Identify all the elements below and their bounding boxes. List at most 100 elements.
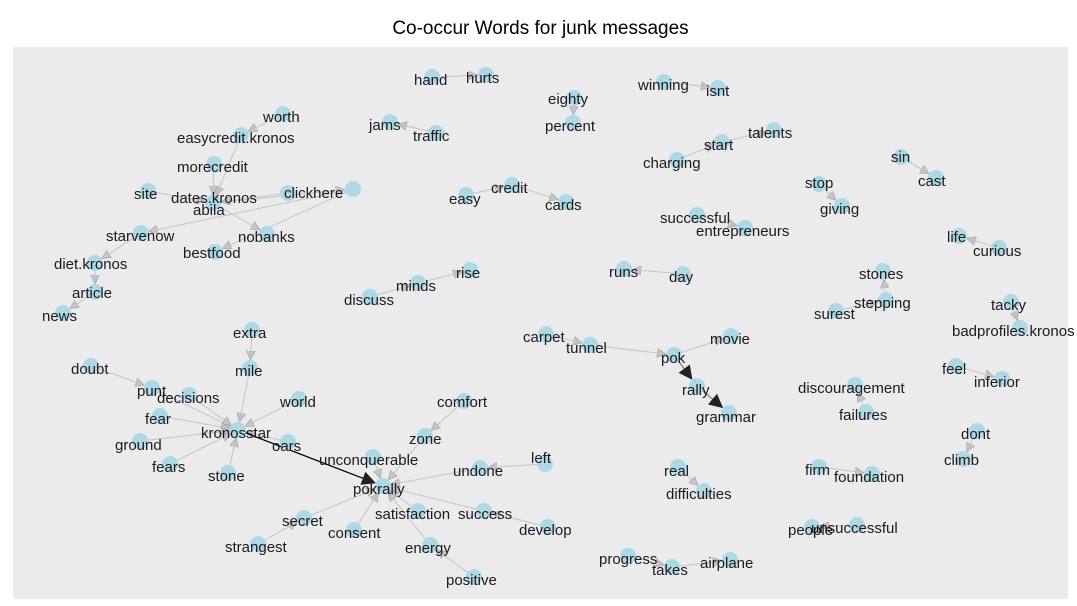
node-label-tacky: tacky xyxy=(991,297,1027,314)
edge-energy-to-pokrally xyxy=(389,493,426,540)
node-left xyxy=(537,456,553,472)
node-sin xyxy=(893,149,909,165)
node-news xyxy=(55,305,71,321)
node-label-starvenow: starvenow xyxy=(106,228,175,245)
edge-surest-to-stepping xyxy=(843,302,877,310)
nodes-layer xyxy=(55,67,1028,585)
edge-abila-to-bestfood xyxy=(223,191,346,248)
node-discouragement xyxy=(847,377,863,393)
node-label-carpet: carpet xyxy=(523,329,566,346)
node-rally xyxy=(689,378,705,394)
edge-consent-to-pokrally xyxy=(357,494,378,524)
node-label-rally: rally xyxy=(682,382,710,399)
edge-hand-to-hurts xyxy=(439,75,477,76)
edge-comfort-to-zone xyxy=(432,405,459,430)
node-progress xyxy=(620,548,636,564)
node-stop xyxy=(811,176,827,192)
edge-ground-to-kronosstar xyxy=(147,431,229,441)
node-label-climb: climb xyxy=(944,452,979,469)
node-percent xyxy=(565,115,581,131)
node-zone xyxy=(417,428,433,444)
node-label-minds: minds xyxy=(396,278,436,295)
node-firm xyxy=(811,459,827,475)
node-morecredit xyxy=(206,156,222,172)
node-label-eighty: eighty xyxy=(548,91,589,108)
node-label-badprofiles.kronos: badprofiles.kronos xyxy=(952,323,1075,340)
node-charging xyxy=(669,152,685,168)
node-label-surest: surest xyxy=(814,306,856,323)
node-label-punt: punt xyxy=(137,383,167,400)
node-label-life: life xyxy=(947,229,966,246)
chart-title: Co-occur Words for junk messages xyxy=(392,18,689,39)
edge-tunnel-to-pok xyxy=(597,345,665,354)
node-punt xyxy=(144,380,160,396)
edge-real-to-difficulties xyxy=(683,472,698,485)
node-label-failures: failures xyxy=(839,407,887,424)
node-stone xyxy=(220,465,236,481)
node-fears xyxy=(162,456,178,472)
node-label-discouragement: discouragement xyxy=(798,380,906,397)
edge-easy-to-credit xyxy=(473,187,503,194)
edge-develop-to-success xyxy=(493,513,541,526)
node-label-strangest: strangest xyxy=(225,539,288,556)
node-world xyxy=(291,391,307,407)
node-stones xyxy=(875,263,891,279)
node-entrepreneurs xyxy=(737,220,753,236)
node-curious xyxy=(991,240,1007,256)
node-stepping xyxy=(878,292,894,308)
node-label-inferior: inferior xyxy=(974,374,1020,391)
node-label-dont: dont xyxy=(961,426,991,443)
node-label-dates.kronos: dates.kronos xyxy=(171,190,257,207)
edge-starvenow-to-diet.kronos xyxy=(103,236,135,258)
node-label-cards: cards xyxy=(545,197,582,214)
node-easy xyxy=(458,187,474,203)
node-talents xyxy=(766,122,782,138)
edge-firm-to-foundation xyxy=(826,468,863,473)
node-label-diet.kronos: diet.kronos xyxy=(54,256,127,273)
node-rise xyxy=(462,262,478,278)
node-difficulties xyxy=(696,483,712,499)
node-unsuccessful xyxy=(849,517,865,533)
node-label-airplane: airplane xyxy=(700,555,753,572)
node-label-sin: sin xyxy=(891,149,910,166)
edge-discuss-to-minds xyxy=(377,286,410,296)
node-label-positive: positive xyxy=(446,572,497,589)
node-airplane xyxy=(722,552,738,568)
node-strangest xyxy=(250,536,266,552)
edge-kronosstar-to-pokrally xyxy=(245,432,376,485)
node-label-world: world xyxy=(279,394,316,411)
node-grammar xyxy=(721,405,737,421)
node-label-site: site xyxy=(134,186,157,203)
node-label-clickhere: clickhere xyxy=(284,185,343,202)
node-label-hurts: hurts xyxy=(466,70,499,87)
node-people xyxy=(804,519,820,535)
node-label-undone: undone xyxy=(453,463,503,480)
node-label-curious: curious xyxy=(973,243,1021,260)
node-hand xyxy=(424,69,440,85)
node-real xyxy=(670,459,686,475)
edge-feel-to-inferior xyxy=(963,367,994,376)
edge-secret-to-pokrally xyxy=(311,489,374,516)
node-label-firm: firm xyxy=(805,462,830,479)
node-label-kronosstar: kronosstar xyxy=(201,425,271,442)
edge-decisions-to-kronosstar xyxy=(195,399,231,425)
edge-takes-to-airplane xyxy=(679,561,721,566)
plot-panel xyxy=(13,47,1068,599)
node-tacky xyxy=(1003,294,1019,310)
node-successful_1 xyxy=(689,207,705,223)
node-label-entrepreneurs: entrepreneurs xyxy=(696,223,789,240)
node-label-ground: ground xyxy=(115,437,162,454)
node-label-people: people xyxy=(788,522,833,539)
node-eighty xyxy=(566,90,582,106)
edge-fear-to-kronosstar xyxy=(167,416,229,428)
node-label-successful_1: successful xyxy=(660,210,730,227)
node-badprofiles.kronos xyxy=(1012,320,1028,336)
node-inferior xyxy=(994,371,1010,387)
node-label-discuss: discuss xyxy=(344,292,394,309)
node-label-bestfood: bestfood xyxy=(183,245,241,262)
edge-dates.kronos-to-nobanks xyxy=(219,206,259,230)
node-traffic xyxy=(428,125,444,141)
node-diet.kronos xyxy=(87,255,103,271)
edge-stepping-to-stones xyxy=(884,280,885,293)
node-label-real: real xyxy=(664,463,689,480)
